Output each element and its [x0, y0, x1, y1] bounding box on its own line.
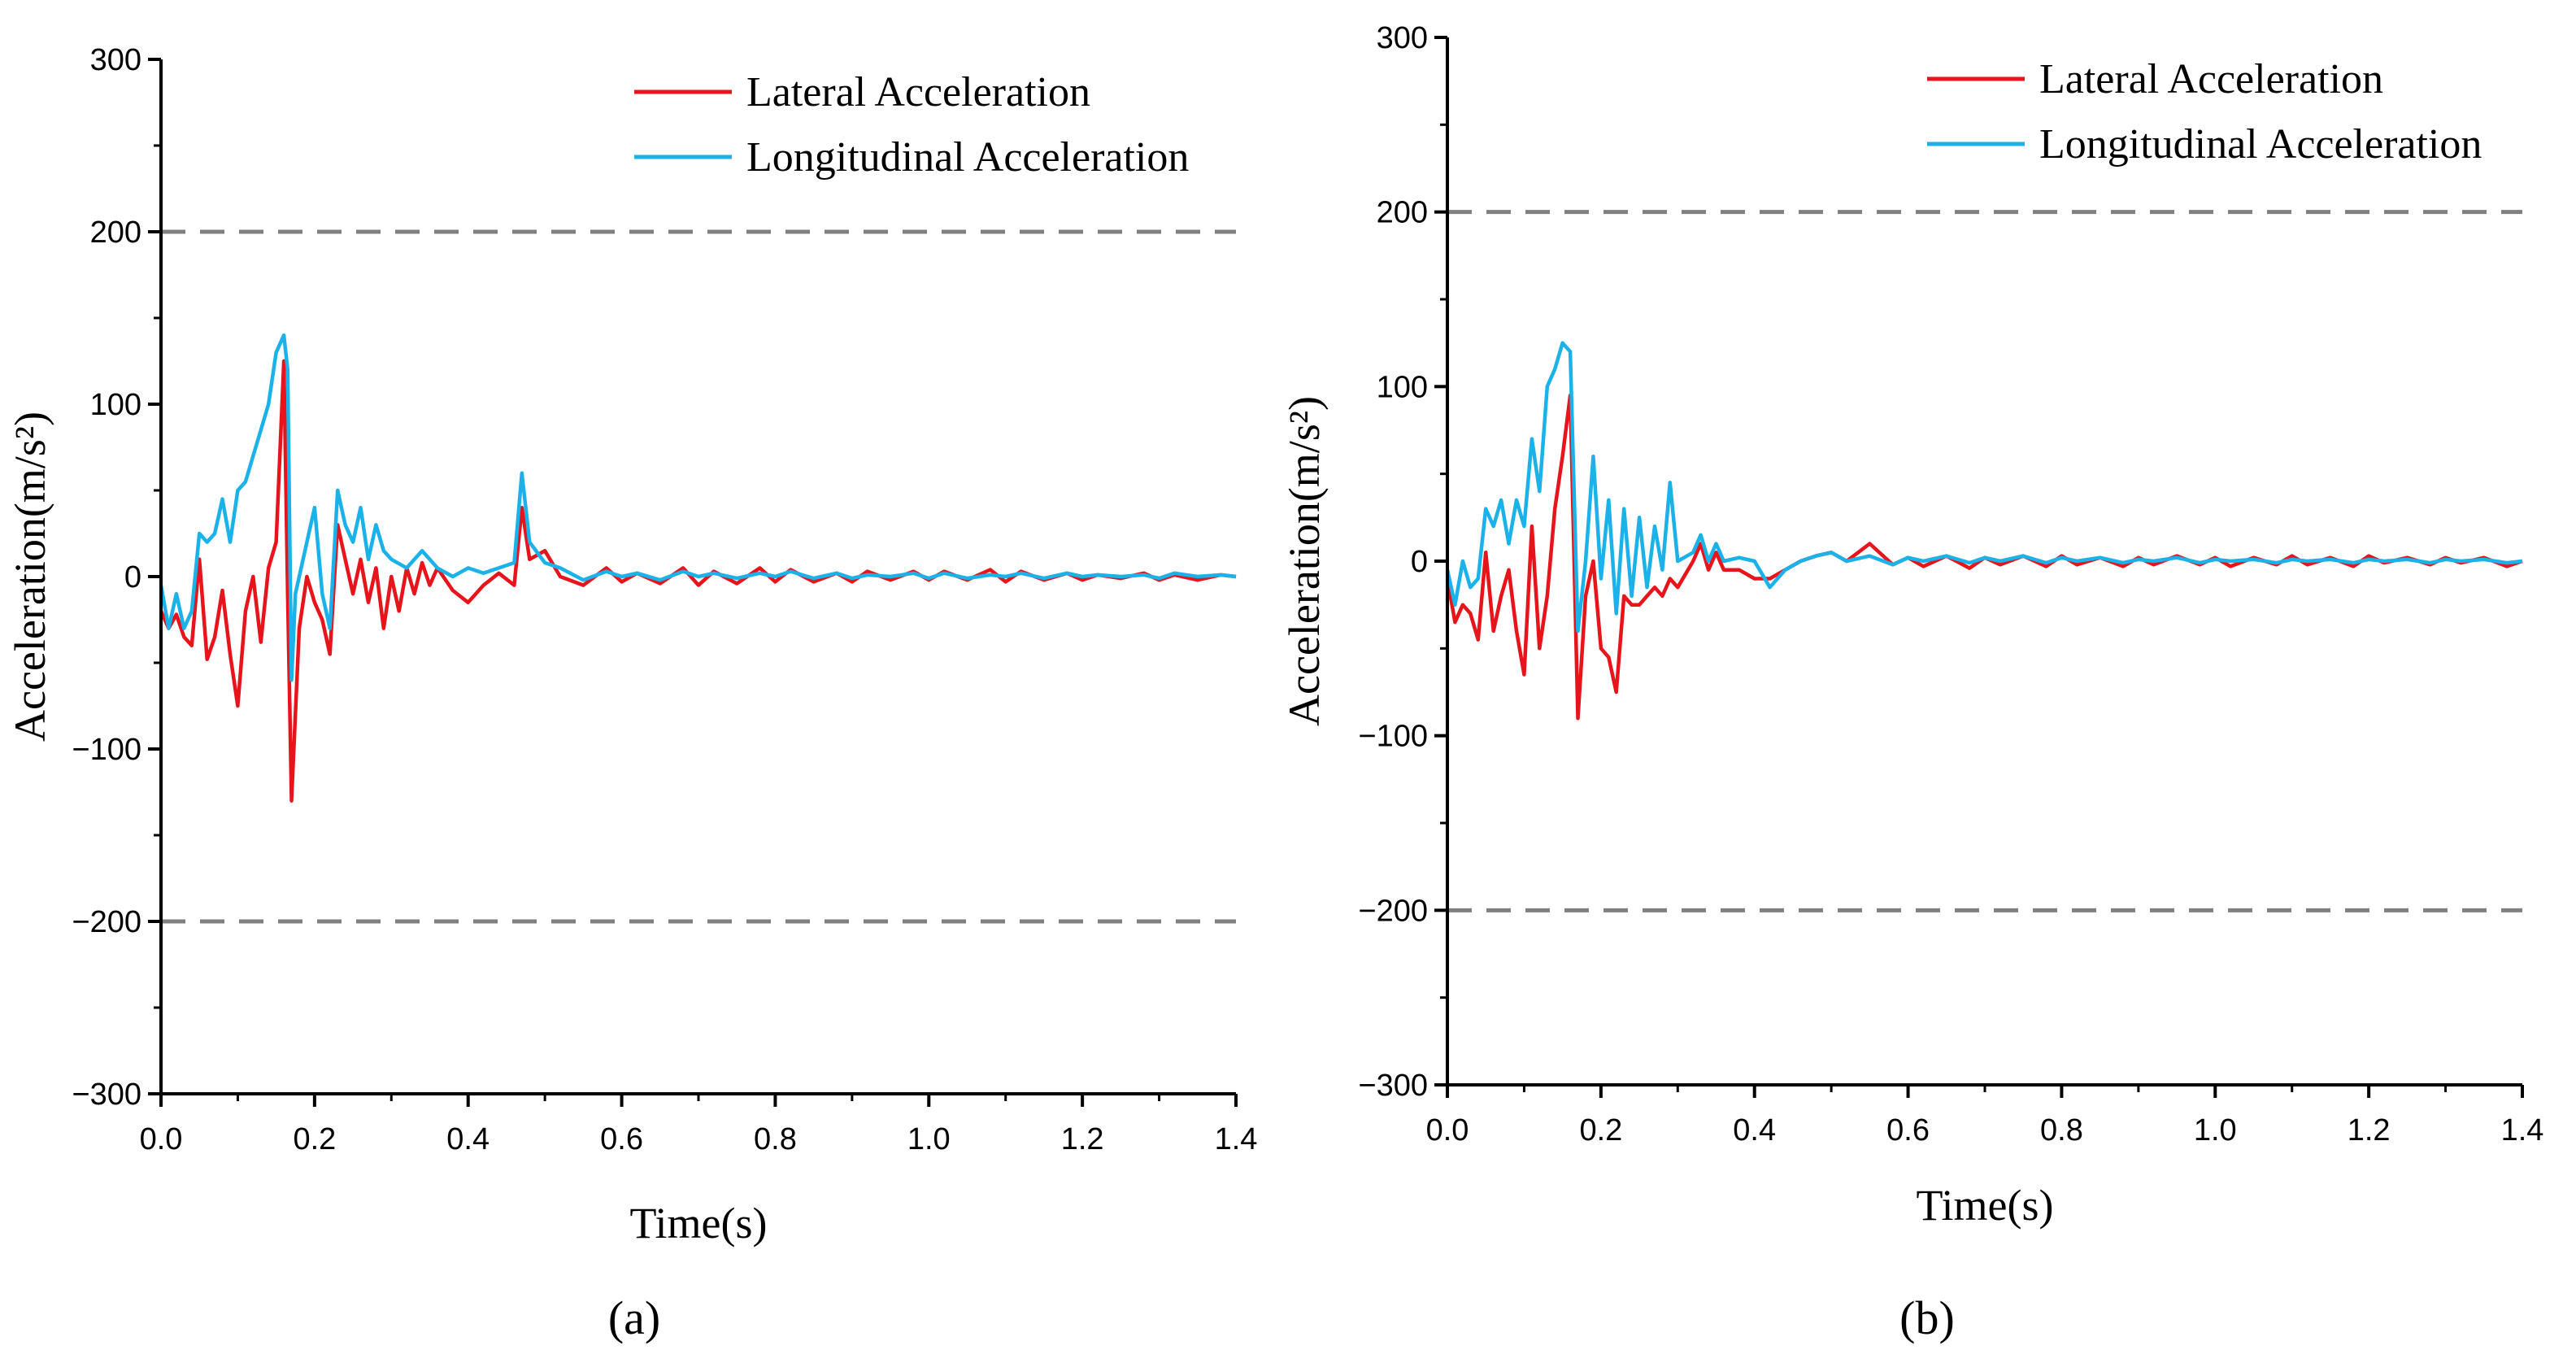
y-axis-title: Acceleration(m/s²): [1280, 396, 1329, 726]
y-tick-label: −300: [72, 1078, 141, 1112]
x-tick-label: 0.2: [1579, 1113, 1622, 1147]
x-tick-label: 0.8: [754, 1122, 797, 1156]
y-tick-label: 300: [90, 43, 141, 77]
x-tick-label: 0.6: [600, 1122, 643, 1156]
panel-label: (b): [1899, 1291, 1955, 1344]
x-tick-label: 1.4: [2501, 1113, 2544, 1147]
y-tick-label: 300: [1377, 21, 1428, 55]
y-tick-label: −100: [1358, 720, 1428, 754]
x-tick-label: 1.4: [1215, 1122, 1258, 1156]
x-tick-label: 0.8: [2040, 1113, 2083, 1147]
y-tick-label: 100: [1377, 370, 1428, 404]
x-tick-label: 0.0: [140, 1122, 183, 1156]
y-tick-label: 0: [1411, 545, 1428, 579]
y-tick-label: 0: [124, 560, 141, 594]
longitudinal-acceleration-line: [1445, 341, 2523, 634]
legend-label-lateral: Lateral Acceleration: [2039, 56, 2383, 102]
x-tick-label: 0.6: [1886, 1113, 1930, 1147]
legend-label-longitudinal: Longitudinal Acceleration: [2039, 121, 2482, 168]
x-tick-label: 1.2: [2348, 1113, 2391, 1147]
x-tick-label: 0.4: [446, 1122, 490, 1156]
x-tick-label: 1.0: [907, 1122, 951, 1156]
x-axis-title: Time(s): [1916, 1181, 2053, 1230]
x-tick-label: 1.2: [1061, 1122, 1104, 1156]
legend-label-lateral: Lateral Acceleration: [746, 69, 1090, 115]
legend-label-longitudinal: Longitudinal Acceleration: [746, 134, 1189, 181]
longitudinal-acceleration-line: [159, 333, 1237, 682]
y-tick-label: 200: [90, 216, 141, 250]
y-axis-title: Acceleration(m/s²): [6, 412, 54, 742]
y-tick-label: −300: [1358, 1069, 1428, 1103]
y-tick-label: 200: [1377, 196, 1428, 230]
y-tick-label: −200: [72, 905, 141, 939]
x-tick-label: 0.2: [293, 1122, 336, 1156]
x-tick-label: 0.0: [1426, 1113, 1469, 1147]
panel-label: (a): [608, 1291, 660, 1344]
panel-b-chart: 300 200 100 0 −100 −200 −300 0.0 0.2 0.4 0.6 0.8 1.0…: [1280, 21, 2543, 1344]
x-axis-title: Time(s): [629, 1199, 767, 1248]
y-tick-label: −100: [72, 733, 141, 767]
y-tick-label: 100: [90, 388, 141, 422]
x-tick-label: 0.4: [1733, 1113, 1776, 1147]
panel-a-chart: 300 200 100 0 −100 −200 −300 0.0 0.2 0.4 0.6 0.8 1.0…: [6, 43, 1257, 1344]
x-tick-label: 1.0: [2194, 1113, 2237, 1147]
y-tick-label: −200: [1358, 894, 1428, 928]
